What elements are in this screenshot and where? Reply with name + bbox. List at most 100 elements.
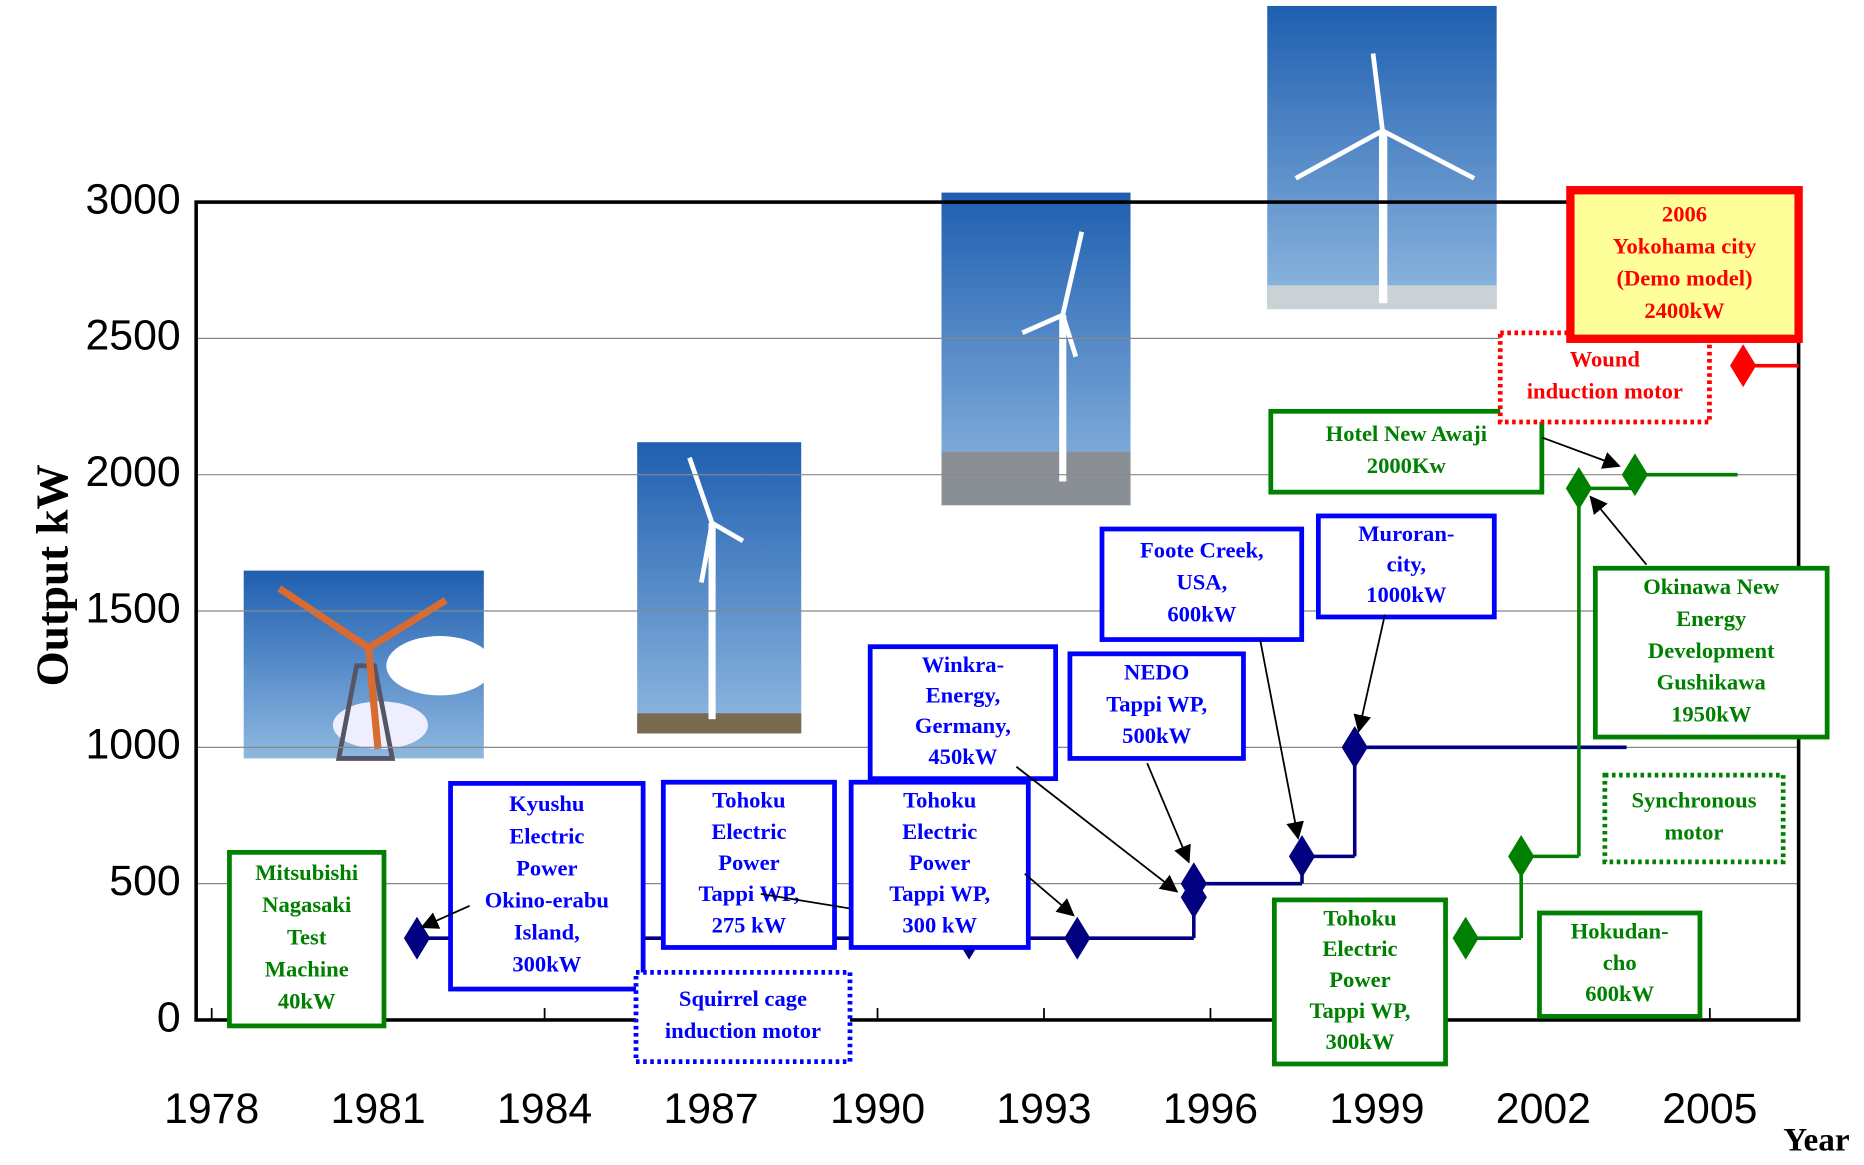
diamond-marker [1453,917,1479,960]
annotation-text: Wound [1570,347,1641,372]
annotation-text: Yokohama city [1613,234,1757,259]
annotation-text: motor [1665,820,1724,845]
annotation-text: 600kW [1585,981,1654,1006]
annotation-text: Winkra- [922,652,1004,677]
annotation-text: Hokudan- [1571,919,1669,944]
annotation-text: Germany, [915,713,1011,738]
annotation-text: 275 kW [712,912,787,937]
y-tick-label: 3000 [86,175,181,223]
annotation-text: Tappi WP, [1106,691,1207,716]
annotation-text: Okino-erabu [485,887,609,912]
annotation-text: (Demo model) [1616,266,1752,291]
annotation: Foote Creek,USA,600kW [1102,529,1302,640]
annotation: NEDO Tappi WP, 500kW [1070,654,1244,759]
photo [1267,6,1496,309]
annotation-text: NEDO [1124,660,1189,685]
annotation-text: 1950kW [1671,702,1752,727]
y-tick-label: 1500 [86,584,181,632]
x-tick-label: 2005 [1662,1085,1757,1133]
y-axis-label: Output kW [27,464,77,686]
annotation: Muroran-city,1000kW [1318,516,1494,617]
annotation-text: cho [1603,950,1637,975]
annotation-text: Okinawa New [1643,574,1780,599]
annotation-text: 2400kW [1644,298,1725,323]
x-tick-label: 1993 [996,1085,1091,1133]
annotation-text: Synchronous [1631,788,1756,813]
annotation-arrow [1591,497,1647,565]
annotation-text: Tohoku [712,788,785,813]
annotation-text: Island, [514,920,580,945]
annotation-text: Electric [711,819,786,844]
photo [244,571,494,759]
y-tick-label: 500 [109,857,180,905]
annotation-text: 40kW [278,989,336,1014]
annotation-text: Power [718,850,779,875]
annotation-text: Power [909,850,970,875]
annotation-text: Squirrel cage [679,986,807,1011]
annotation-text: Tappi WP, [889,881,990,906]
diamond-marker [1289,835,1315,878]
annotation: Hokudan-cho 600kW [1539,913,1699,1016]
annotation-text: USA, [1176,569,1227,594]
annotation-text: Machine [265,956,349,981]
photo [637,442,801,733]
diamond-marker [1566,467,1592,510]
annotation-text: Nagasaki [262,892,351,917]
y-tick-label: 0 [157,993,181,1041]
annotation-text: 2000Kw [1367,453,1447,478]
annotation-text: 300kW [1325,1029,1394,1054]
annotation-text: Foote Creek, [1140,537,1264,562]
annotation-text: Gushikawa [1657,670,1766,695]
annotation-text: 300kW [512,952,581,977]
chart: Output kW Year 0 500 1000 1500 2000 2500 3000 1… [0,0,1864,1165]
annotation-text: induction motor [1527,379,1683,404]
photo [942,193,1131,506]
annotation-text: 2006 [1662,202,1707,227]
diamond-marker [1342,726,1368,769]
page: {"chart_data": { "type": "step", "y_labe… [0,0,1864,1165]
diamond-marker [1064,917,1090,960]
x-tick-label: 1981 [331,1085,426,1133]
x-tick-label: 1996 [1163,1085,1258,1133]
annotation: Synchronous motor [1605,775,1783,862]
annotation-text: induction motor [665,1018,821,1043]
y-tick-label: 2000 [86,448,181,496]
annotation-text: Test [287,924,327,949]
y-tick-label: 1000 [86,721,181,769]
x-tick-label: 2002 [1496,1085,1591,1133]
x-axis-label: Year [1783,1122,1850,1159]
annotation-text: Electric [1322,936,1397,961]
annotation-text: Power [516,855,577,880]
annotation-text: Kyushu [509,791,584,816]
annotation-text: 500kW [1122,723,1191,748]
annotation-text: Energy, [926,683,1001,708]
x-tick-label: 1999 [1329,1085,1424,1133]
annotation: Winkra-Energy,Germany,450kW [870,647,1055,779]
annotation-text: Tohoku [903,788,976,813]
annotation-arrow [1260,640,1298,839]
x-tick-label: 1978 [164,1085,259,1133]
annotation-text: Hotel New Awaji [1326,421,1487,446]
annotation: Tohoku Electric Power Tappi WP, 275 kW [663,782,834,947]
x-tick-label: 1987 [663,1085,758,1133]
x-tick-label: 1990 [830,1085,925,1133]
annotation-arrow [1542,437,1619,466]
diamond-marker [404,917,430,960]
annotation: Okinawa NewEnergyDevelopmentGushikawa195… [1595,568,1827,737]
y-tick-label: 2500 [86,312,181,360]
annotation-text: Tohoku [1323,905,1396,930]
annotation: 2006 Yokohama city (Demo model) 2400kW [1570,190,1798,339]
annotation-text: 300 kW [902,912,977,937]
annotation-text: Tappi WP, [699,881,800,906]
annotation: Wound induction motor [1500,333,1709,422]
annotation-text: Muroran- [1358,521,1454,546]
annotation-text: Tappi WP, [1310,998,1411,1023]
annotation-arrow [1147,763,1189,862]
x-tick-label: 1984 [497,1085,592,1133]
annotation: KyushuElectricPowerOkino-erabuIsland,300… [451,783,644,989]
annotation-text: Energy [1676,606,1747,631]
diamond-marker [1730,344,1756,387]
